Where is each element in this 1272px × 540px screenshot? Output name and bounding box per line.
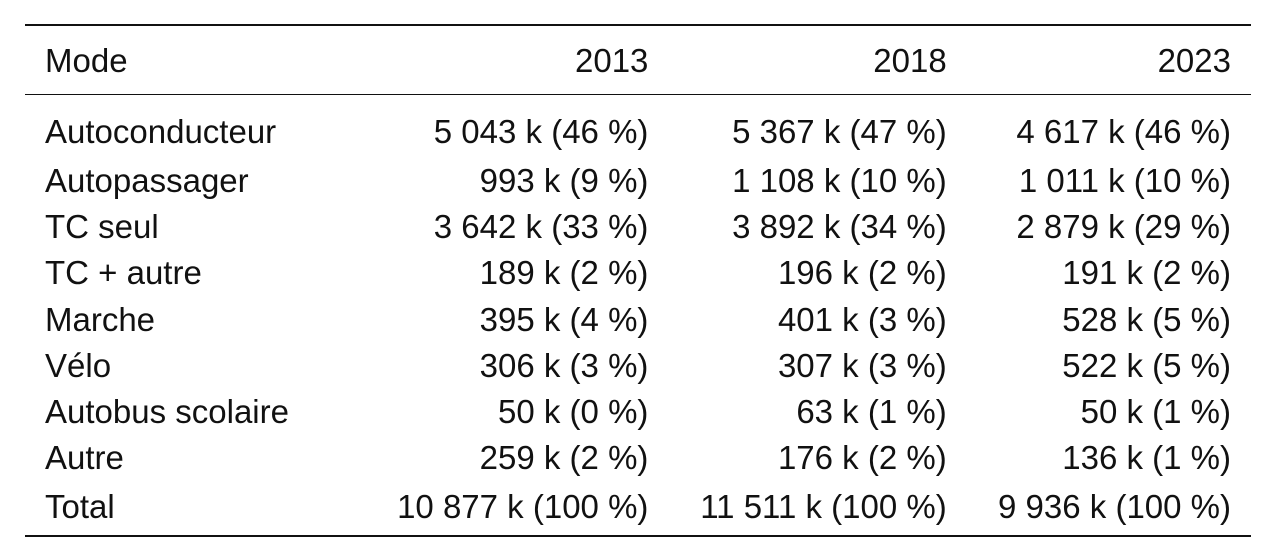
cell-mode: Vélo bbox=[45, 346, 112, 384]
cell-2013: 50 k (0 %) bbox=[498, 393, 649, 431]
cell-2023: 1 011 k (10 %) bbox=[1018, 161, 1231, 199]
table-row: Autopassager 993 k (9 %) 1 108 k (10 %) … bbox=[25, 157, 1251, 203]
table-row: TC + autre 189 k (2 %) 196 k (2 %) 191 k… bbox=[25, 250, 1251, 296]
cell-2018: 3 892 k (34 %) bbox=[732, 207, 947, 245]
header-2023: 2023 bbox=[966, 24, 1251, 95]
cell-mode: TC seul bbox=[45, 207, 159, 245]
cell-2023: 191 k (2 %) bbox=[1062, 254, 1231, 292]
cell-2023: 2 879 k (29 %) bbox=[1016, 207, 1231, 245]
cell-2018: 5 367 k (47 %) bbox=[732, 112, 947, 150]
cell-2013: 259 k (2 %) bbox=[479, 439, 649, 477]
header-row: Mode 2013 2018 2023 bbox=[25, 24, 1251, 95]
cell-2013: 306 k (3 %) bbox=[479, 346, 649, 384]
cell-2023: 528 k (5 %) bbox=[1062, 300, 1231, 338]
table-row: TC seul 3 642 k (33 %) 3 892 k (34 %) 2 … bbox=[25, 203, 1251, 249]
cell-2018: 176 k (2 %) bbox=[777, 439, 947, 477]
cell-2023: 522 k (5 %) bbox=[1062, 346, 1231, 384]
cell-2023: 50 k (1 %) bbox=[1080, 393, 1231, 431]
table-row: Marche 395 k (4 %) 401 k (3 %) 528 k (5 … bbox=[25, 296, 1251, 342]
cell-2018: 401 k (3 %) bbox=[777, 300, 947, 338]
table-row: Autobus scolaire 50 k (0 %) 63 k (1 %) 5… bbox=[25, 388, 1251, 434]
mode-share-table-container: Mode 2013 2018 2023 Autoconducteur 5 043… bbox=[25, 24, 1251, 538]
cell-2018: 1 108 k (10 %) bbox=[732, 161, 947, 199]
cell-2023: 4 617 k (46 %) bbox=[1016, 112, 1231, 150]
table-row: Autoconducteur 5 043 k (46 %) 5 367 k (4… bbox=[25, 95, 1251, 158]
cell-mode: TC + autre bbox=[45, 254, 202, 292]
table-row-total: Total 10 877 k (100 %) 11 511 k (100 %) … bbox=[25, 481, 1251, 538]
cell-2023: 9 936 k (100 %) bbox=[966, 481, 1251, 538]
table-row: Autre 259 k (2 %) 176 k (2 %) 136 k (1 %… bbox=[25, 435, 1251, 481]
cell-2018: 11 511 k (100 %) bbox=[668, 481, 967, 538]
cell-2013: 3 642 k (33 %) bbox=[433, 207, 649, 245]
cell-2018: 63 k (1 %) bbox=[796, 393, 947, 431]
cell-mode: Marche bbox=[45, 300, 156, 338]
cell-2013: 189 k (2 %) bbox=[479, 254, 649, 292]
header-mode: Mode bbox=[25, 24, 365, 95]
cell-2023: 136 k (1 %) bbox=[1062, 439, 1231, 477]
cell-mode: Total bbox=[25, 481, 365, 538]
cell-2013: 395 k (4 %) bbox=[479, 300, 649, 338]
table-body: Autoconducteur 5 043 k (46 %) 5 367 k (4… bbox=[25, 95, 1251, 538]
cell-mode: Autobus scolaire bbox=[45, 393, 289, 431]
mode-share-table: Mode 2013 2018 2023 Autoconducteur 5 043… bbox=[25, 24, 1251, 538]
cell-2013: 10 877 k (100 %) bbox=[365, 481, 669, 538]
cell-mode: Autopassager bbox=[45, 161, 249, 199]
table-row: Vélo 306 k (3 %) 307 k (3 %) 522 k (5 %) bbox=[25, 342, 1251, 388]
cell-mode: Autoconducteur bbox=[45, 112, 277, 150]
cell-mode: Autre bbox=[45, 439, 124, 477]
header-2018: 2018 bbox=[668, 24, 967, 95]
cell-2018: 307 k (3 %) bbox=[777, 346, 947, 384]
table-header: Mode 2013 2018 2023 bbox=[25, 24, 1251, 95]
cell-2018: 196 k (2 %) bbox=[777, 254, 947, 292]
cell-2013: 993 k (9 %) bbox=[479, 161, 649, 199]
header-2013: 2013 bbox=[365, 24, 669, 95]
cell-2013: 5 043 k (46 %) bbox=[433, 112, 649, 150]
